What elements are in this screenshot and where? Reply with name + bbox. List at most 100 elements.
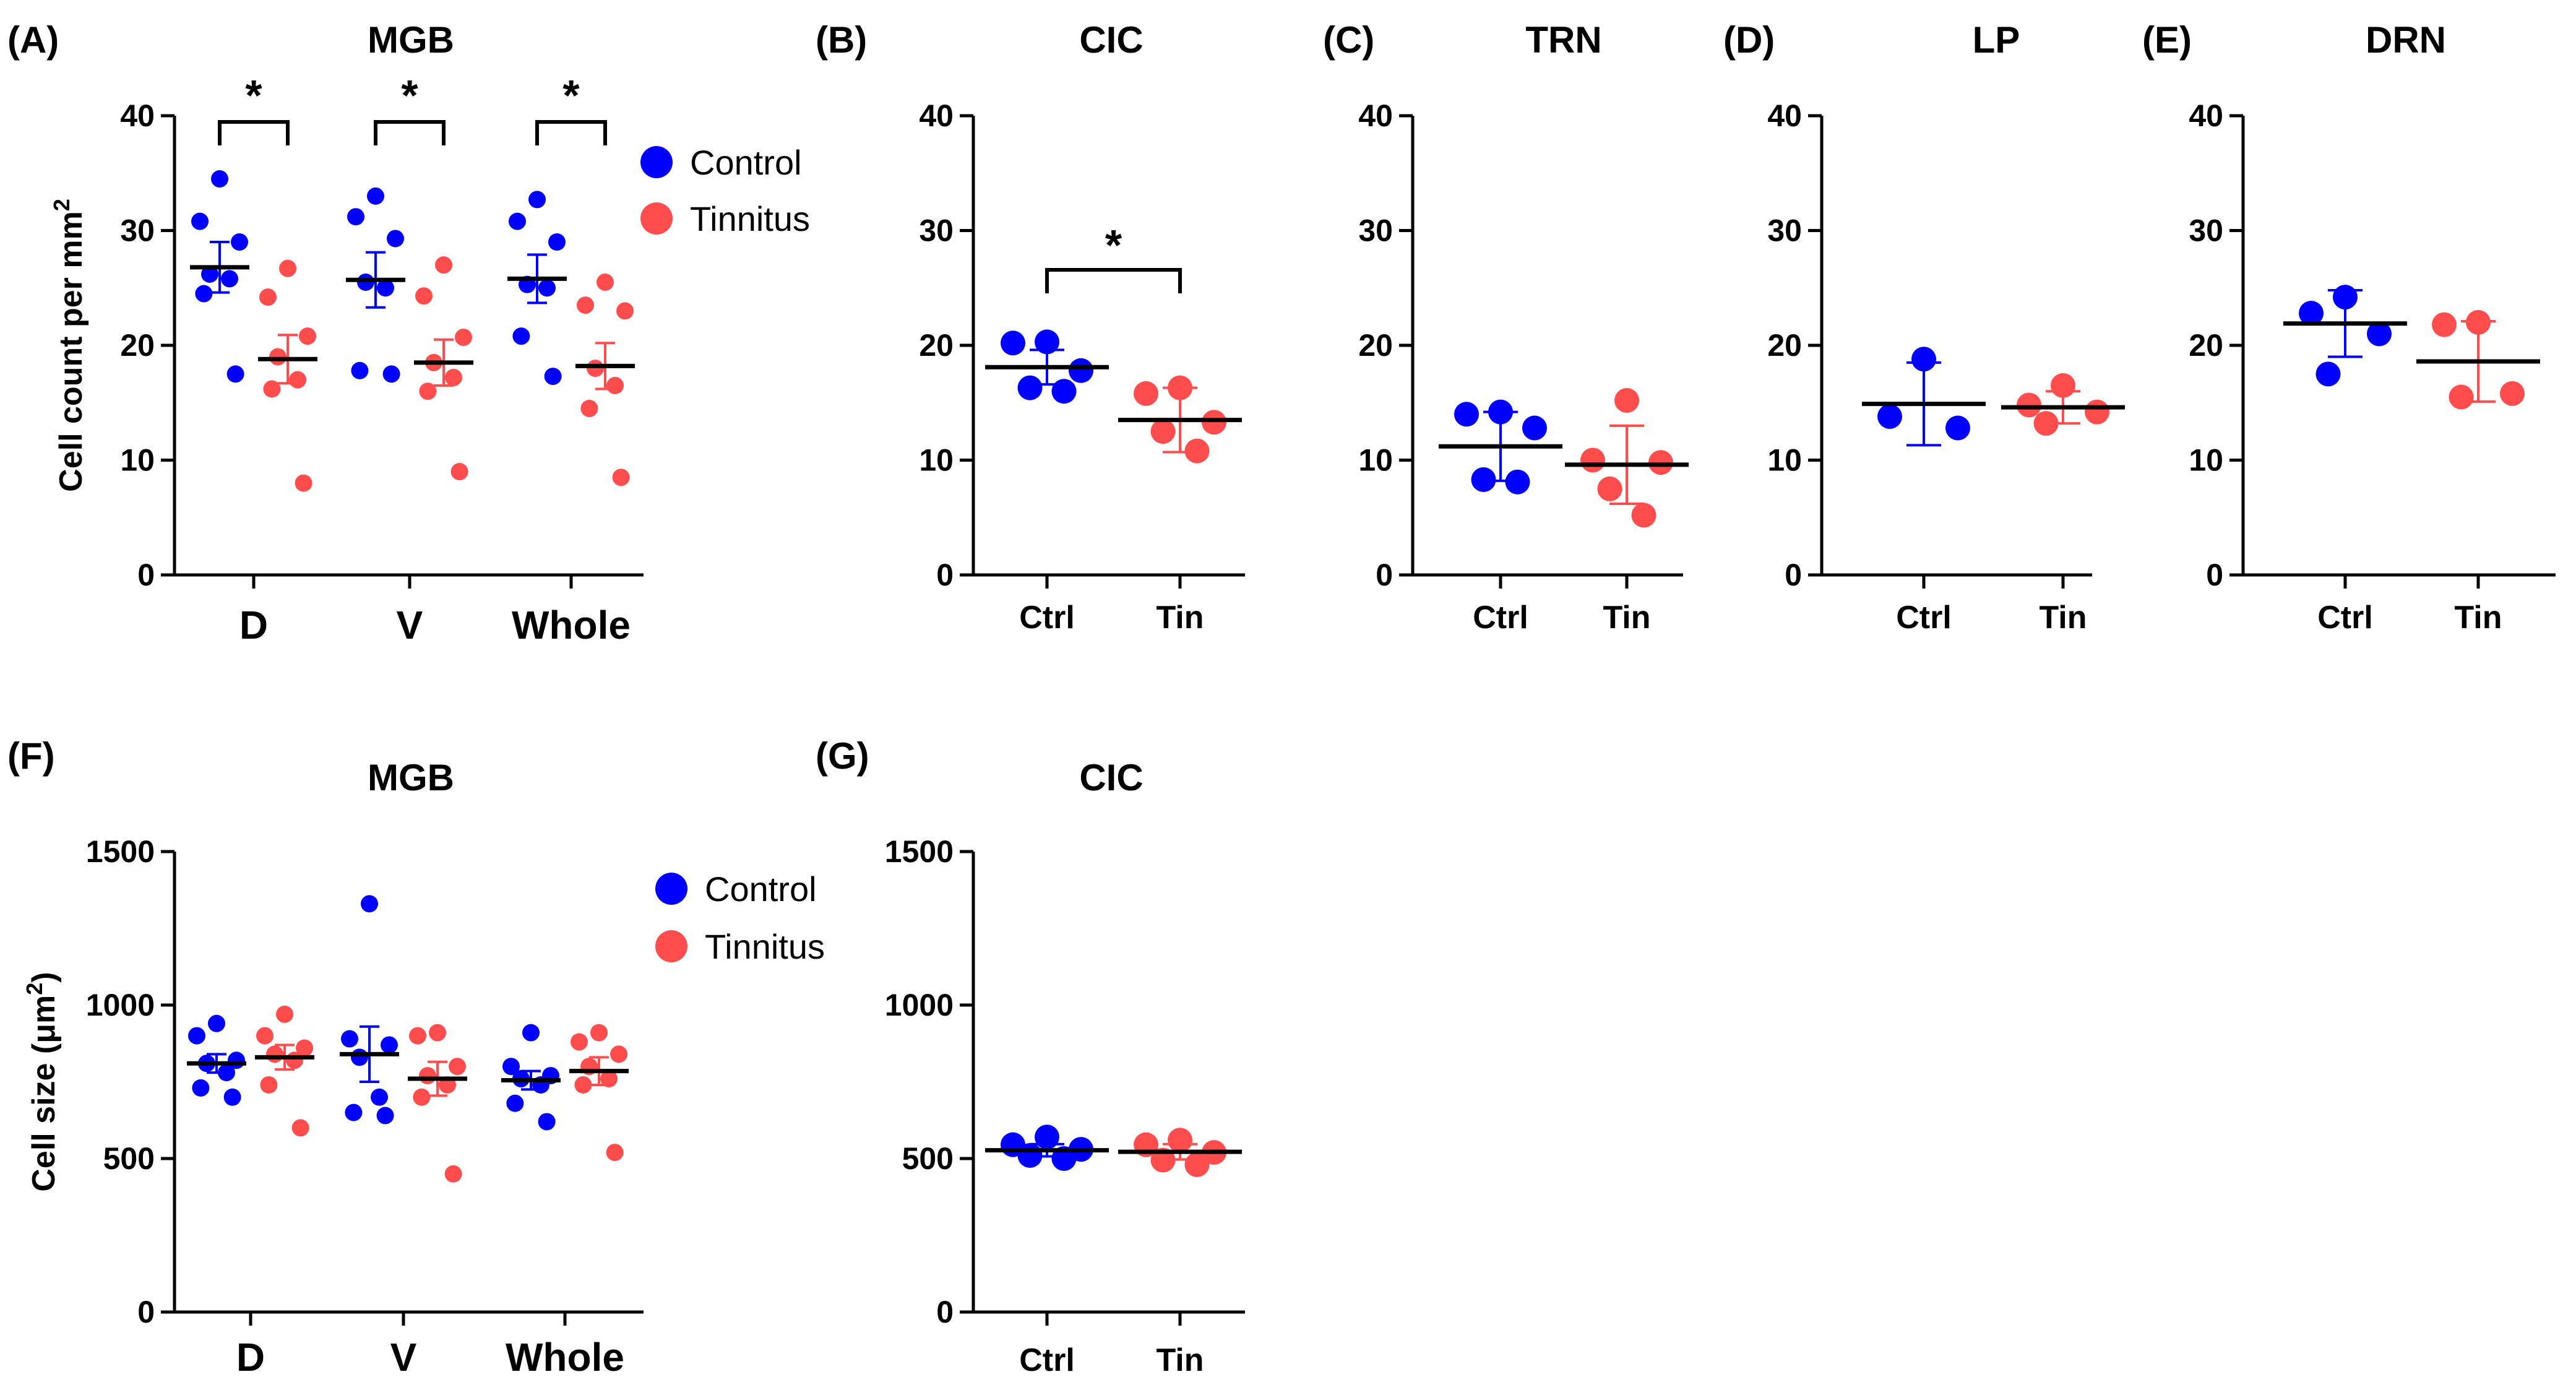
chart-e-tinnitus-point — [2500, 381, 2525, 406]
chart-g-title: CIC — [1079, 757, 1143, 798]
chart-g-control-point — [1035, 1125, 1059, 1150]
chart-e-title: DRN — [2366, 19, 2446, 61]
chart-a-control-point — [221, 270, 238, 288]
chart-d-ytick-label: 10 — [1767, 443, 1802, 478]
chart-d-title: LP — [1973, 19, 2020, 61]
chart-a-tinnitus-point — [419, 382, 437, 400]
chart-f-category-label: V — [390, 1335, 417, 1379]
chart-a: (A) MGB 0 10 20 30 40 D V Whole Cell count per mm2… — [7, 19, 644, 647]
chart-e-ytick-label: 20 — [2189, 328, 2223, 363]
chart-b-panel-label: (B) — [816, 19, 867, 61]
chart-b-ytick-label: 30 — [919, 214, 954, 248]
chart-f-panel-label: (F) — [7, 735, 55, 777]
chart-d-control-point — [1911, 347, 1936, 372]
chart-f-tinnitus-point — [574, 1076, 592, 1094]
chart-a-tinnitus-point — [415, 287, 433, 305]
chart-g-tinnitus-point — [1184, 1152, 1210, 1177]
chart-e-panel-label: (E) — [2142, 19, 2192, 61]
chart-f-tinnitus-point — [610, 1045, 627, 1063]
chart-f-control-point — [192, 1079, 210, 1097]
chart-f-tinnitus-point — [266, 1045, 283, 1063]
chart-e-category-label: Tin — [2454, 600, 2502, 636]
chart-a-control-point — [528, 191, 546, 209]
chart-f-tinnitus-point — [444, 1165, 462, 1183]
chart-f-tinnitus-point — [413, 1088, 431, 1106]
chart-c-ytick-label: 10 — [1358, 443, 1393, 478]
chart-b-tinnitus-point — [1168, 375, 1192, 400]
chart-b-tinnitus-point — [1150, 419, 1176, 444]
chart-a-control-point — [347, 208, 364, 226]
legend-bottom-tinnitus-marker — [655, 930, 687, 962]
chart-g-ytick-label: 0 — [936, 1295, 954, 1329]
chart-a-tinnitus-point — [299, 327, 316, 345]
chart-a-tinnitus-point — [455, 329, 472, 347]
chart-a-significance-star: * — [401, 71, 418, 119]
chart-f-ylabel: Cell size (μm2) — [22, 972, 62, 1191]
chart-b-significance-star: * — [1105, 221, 1122, 269]
chart-a-control-point — [377, 279, 394, 297]
legend-bottom-tinnitus-label: Tinnitus — [705, 927, 825, 966]
chart-f-ytick-label: 1000 — [86, 988, 155, 1022]
chart-a-significance-bracket — [218, 120, 290, 145]
chart-a-control-point — [201, 265, 218, 283]
chart-e-tinnitus-point — [2466, 309, 2491, 335]
chart-f-tinnitus-point — [606, 1144, 624, 1162]
chart-e-control-point — [2315, 361, 2341, 387]
chart-f-category-label: Whole — [506, 1335, 624, 1379]
chart-a-tinnitus-point — [263, 380, 281, 398]
chart-a-panel-label: (A) — [7, 19, 59, 61]
chart-b-tinnitus-point — [1184, 438, 1210, 464]
chart-d-ytick-label: 20 — [1767, 328, 1802, 363]
chart-a-tinnitus-point — [445, 368, 462, 386]
chart-f-control-point — [376, 1107, 394, 1125]
chart-d-tinnitus-point — [2085, 399, 2109, 425]
chart-f-title: MGB — [368, 757, 454, 798]
chart-c-category-label: Tin — [1603, 600, 1650, 636]
chart-a-tinnitus-point — [289, 371, 306, 389]
chart-f-tinnitus-point — [571, 1033, 588, 1051]
chart-f-tinnitus-point — [276, 1005, 293, 1023]
chart-d-panel-label: (D) — [1723, 19, 1775, 61]
chart-f-control-point — [522, 1024, 540, 1042]
chart-c-tinnitus-point — [1648, 450, 1673, 475]
chart-a-tinnitus-point — [587, 360, 604, 378]
legend-top-tinnitus-label: Tinnitus — [690, 199, 810, 238]
chart-d-category-label: Tin — [2039, 600, 2087, 636]
chart-f-tinnitus-point — [296, 1039, 313, 1057]
chart-c-title: TRN — [1525, 19, 1601, 61]
chart-a-control-point — [382, 365, 400, 383]
chart-g-ytick-label: 1500 — [885, 834, 954, 869]
chart-a-ytick-label: 30 — [120, 214, 155, 248]
legend-top-control-marker — [640, 146, 673, 178]
chart-f-tinnitus-point — [256, 1027, 274, 1045]
chart-a-control-point — [387, 230, 404, 248]
chart-c-tinnitus-point — [1614, 388, 1639, 413]
chart-b-title: CIC — [1079, 19, 1143, 61]
chart-d-tinnitus-point — [2017, 392, 2041, 418]
chart-b-tinnitus-point — [1134, 381, 1158, 406]
chart-a-ytick-label: 0 — [137, 558, 155, 592]
chart-f-tinnitus-point — [286, 1051, 303, 1069]
chart-e-category-label: Ctrl — [2317, 600, 2373, 636]
chart-a-significance-star: * — [562, 71, 580, 119]
chart-e-ytick-label: 40 — [2189, 98, 2223, 133]
chart-c-panel-label: (C) — [1323, 19, 1374, 61]
chart-a-ytick-label: 40 — [120, 98, 155, 133]
chart-a-significance-bracket — [374, 120, 446, 145]
chart-a-tinnitus-point — [295, 474, 312, 492]
chart-e-control-point — [2299, 301, 2324, 326]
chart-a-significance-star: * — [245, 71, 262, 119]
chart-a-ylabel: Cell count per mm2 — [49, 199, 90, 492]
chart-d-control-point — [1877, 404, 1902, 430]
chart-b-control-point — [1051, 379, 1077, 404]
chart-a-control-point — [367, 187, 384, 205]
chart-c-category-label: Ctrl — [1473, 600, 1528, 636]
chart-b-significance-bracket — [1045, 268, 1182, 293]
chart-b-ytick-label: 40 — [919, 98, 954, 133]
chart-a-control-point — [191, 212, 209, 230]
chart-d-control-point — [1945, 415, 1970, 441]
chart-b-category-label: Ctrl — [1019, 600, 1075, 636]
chart-d-ytick-label: 0 — [1785, 558, 1802, 592]
chart-g-category-label: Tin — [1156, 1342, 1204, 1378]
